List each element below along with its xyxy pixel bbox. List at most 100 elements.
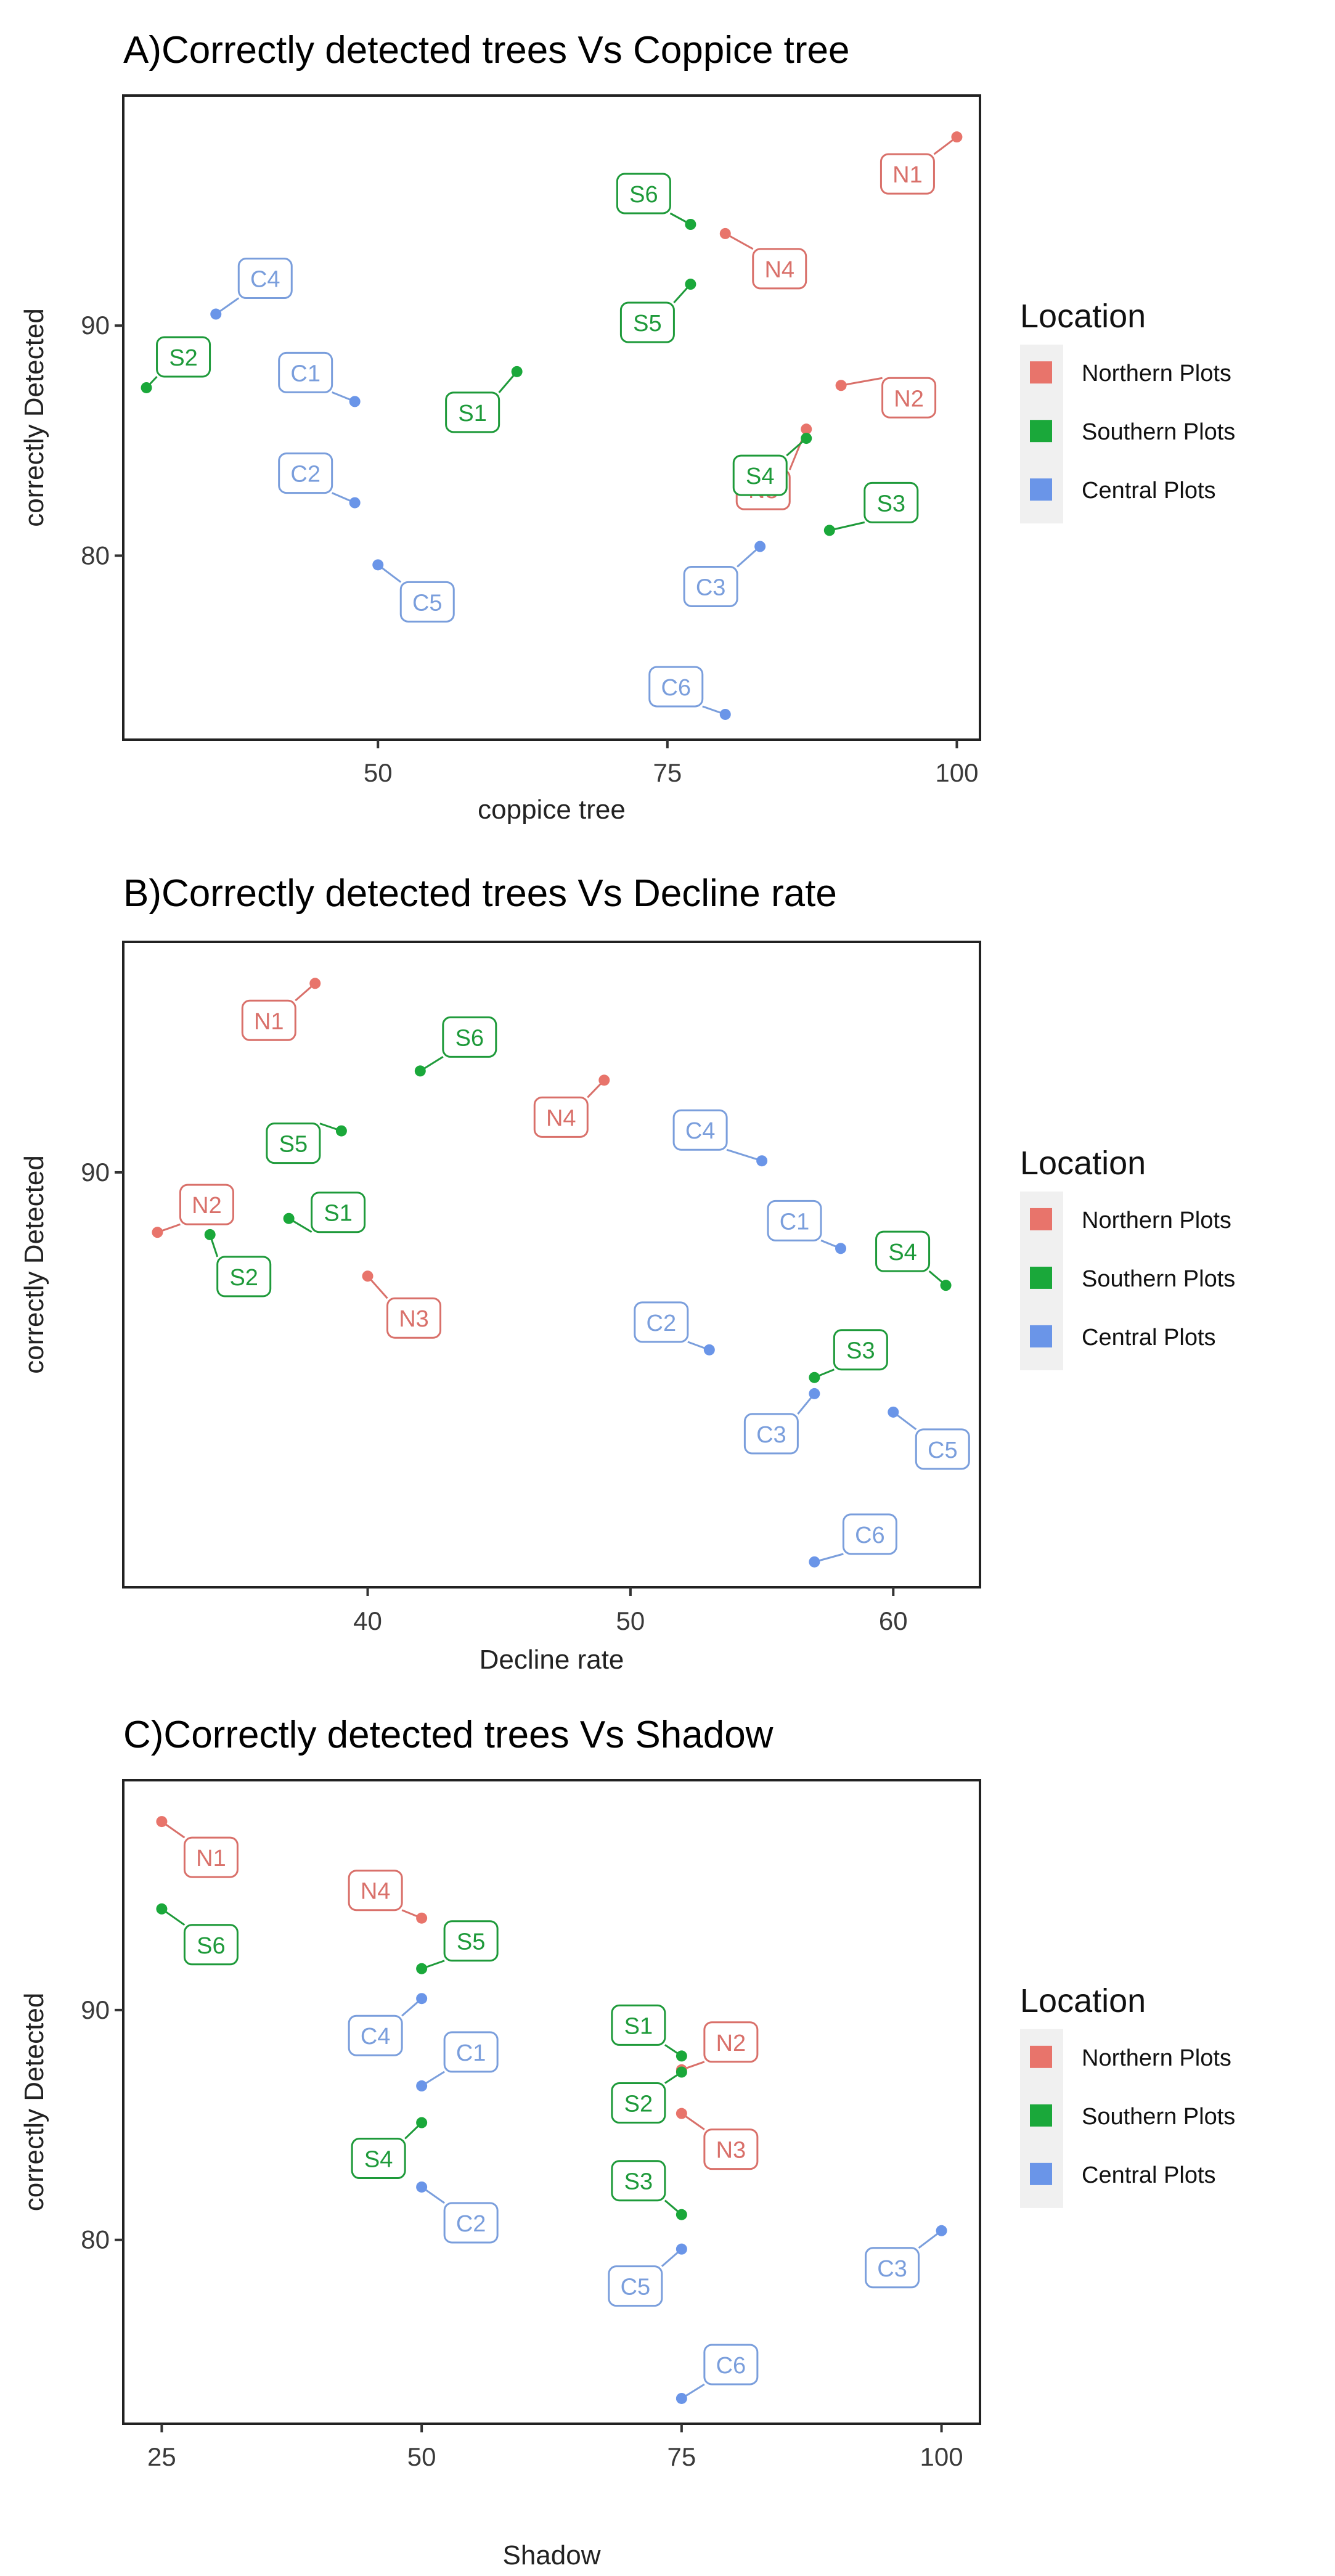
- chart-panel-2: B)Correctly detected trees Vs Decline ra…: [19, 872, 1235, 1675]
- data-point: [598, 1074, 610, 1086]
- x-tick-label: 75: [653, 758, 682, 787]
- point-label-box: [278, 351, 333, 393]
- legend-swatch: [1030, 420, 1052, 443]
- legend-label: Northern Plots: [1082, 1208, 1231, 1233]
- y-tick-label: 80: [81, 2225, 110, 2254]
- point-label-box: [732, 454, 788, 496]
- legend-label: Southern Plots: [1082, 419, 1235, 445]
- point-label-box: [648, 666, 704, 708]
- data-point: [372, 559, 384, 571]
- point-label-box: [237, 258, 293, 300]
- point-label-box: [278, 452, 333, 494]
- data-point: [152, 1227, 163, 1238]
- point-label-box: [672, 1109, 728, 1151]
- plot-frame: [122, 1779, 981, 2425]
- point-label-box: [445, 391, 500, 433]
- data-point: [416, 1963, 428, 1974]
- point-label-box: [399, 581, 455, 623]
- point-label-box: [752, 248, 807, 290]
- data-point: [349, 396, 361, 407]
- point-label-box: [241, 999, 296, 1041]
- legend-label: Southern Plots: [1082, 2104, 1235, 2130]
- data-point: [685, 219, 696, 230]
- point-label-box: [767, 1200, 822, 1241]
- point-label-box: [743, 1413, 799, 1455]
- data-point: [416, 1993, 428, 2005]
- point-label: N3: [716, 2138, 746, 2164]
- chart-title: A)Correctly detected trees Vs Coppice tr…: [123, 29, 850, 72]
- point-label: S3: [846, 1338, 875, 1364]
- chart-panel-3: C)Correctly detected trees Vs Shadow 25 50…: [19, 1714, 1235, 2570]
- data-point: [204, 1229, 216, 1240]
- label-connector: [841, 377, 883, 386]
- data-point: [685, 279, 696, 290]
- point-label: S2: [229, 1265, 258, 1291]
- point-label-box: [183, 1836, 239, 1878]
- point-label-box: [386, 1297, 442, 1339]
- point-label: S6: [197, 1933, 225, 1959]
- point-label: C6: [661, 675, 691, 701]
- point-label-box: [443, 1920, 499, 1962]
- x-axis-label: Decline rate: [480, 1645, 624, 1675]
- point-label-box: [179, 1184, 234, 1225]
- point-label: S3: [877, 491, 905, 517]
- point-label-box: [351, 2138, 406, 2180]
- x-axis-label: coppice tree: [478, 795, 626, 825]
- x-tick-label: 75: [668, 2442, 696, 2471]
- point-label-box: [611, 2004, 666, 2046]
- chart-title: B)Correctly detected trees Vs Decline ra…: [123, 872, 837, 915]
- legend-title: Location: [1020, 298, 1146, 335]
- legend-title: Location: [1020, 1982, 1146, 2019]
- point-label-box: [348, 2014, 403, 2056]
- data-point: [309, 978, 321, 989]
- chart-panel-1: A)Correctly detected trees Vs Coppice tr…: [19, 29, 1235, 825]
- point-label-box: [442, 1016, 497, 1058]
- point-label-box: [703, 2021, 759, 2063]
- point-label: S2: [169, 345, 197, 371]
- data-point: [210, 308, 222, 320]
- point-label: S4: [746, 464, 774, 489]
- point-label: C1: [780, 1209, 810, 1235]
- point-label: S6: [629, 182, 658, 208]
- data-point: [940, 1280, 952, 1291]
- point-label-box: [842, 1513, 897, 1555]
- point-label-box: [863, 481, 919, 523]
- data-point: [156, 1816, 168, 1828]
- y-tick-label: 90: [81, 311, 110, 340]
- point-label: S6: [455, 1025, 484, 1051]
- legend-swatch: [1030, 478, 1052, 501]
- point-label-box: [683, 566, 738, 607]
- x-tick-label: 60: [879, 1606, 908, 1635]
- point-label: S5: [457, 1929, 485, 1955]
- label-connector: [726, 1148, 762, 1162]
- data-point: [362, 1270, 374, 1282]
- legend-swatch: [1030, 2104, 1052, 2127]
- point-label: C6: [716, 2353, 746, 2379]
- legend-label: Central Plots: [1082, 1325, 1216, 1351]
- data-point: [703, 1344, 715, 1355]
- point-label: S5: [633, 311, 661, 337]
- data-point: [835, 380, 847, 391]
- point-label-box: [533, 1096, 589, 1138]
- data-point: [835, 1243, 847, 1254]
- data-point: [156, 1903, 168, 1915]
- legend-label: Southern Plots: [1082, 1266, 1235, 1292]
- chart-title: C)Correctly detected trees Vs Shadow: [123, 1714, 774, 1756]
- point-label-box: [311, 1192, 366, 1233]
- point-label: S3: [624, 2169, 653, 2195]
- x-tick-label: 50: [364, 758, 393, 787]
- point-label: C1: [290, 361, 320, 386]
- point-label-box: [833, 1329, 888, 1371]
- point-label: S2: [624, 2091, 653, 2117]
- data-point: [951, 131, 963, 143]
- data-point: [349, 497, 361, 509]
- point-label-box: [915, 1428, 970, 1470]
- point-label-box: [183, 1924, 239, 1966]
- point-label: C2: [647, 1310, 677, 1336]
- point-label: S1: [624, 2013, 653, 2039]
- legend-label: Central Plots: [1082, 2162, 1216, 2188]
- point-label: C4: [250, 267, 280, 293]
- point-label: C5: [928, 1437, 958, 1463]
- point-label: N2: [192, 1193, 222, 1219]
